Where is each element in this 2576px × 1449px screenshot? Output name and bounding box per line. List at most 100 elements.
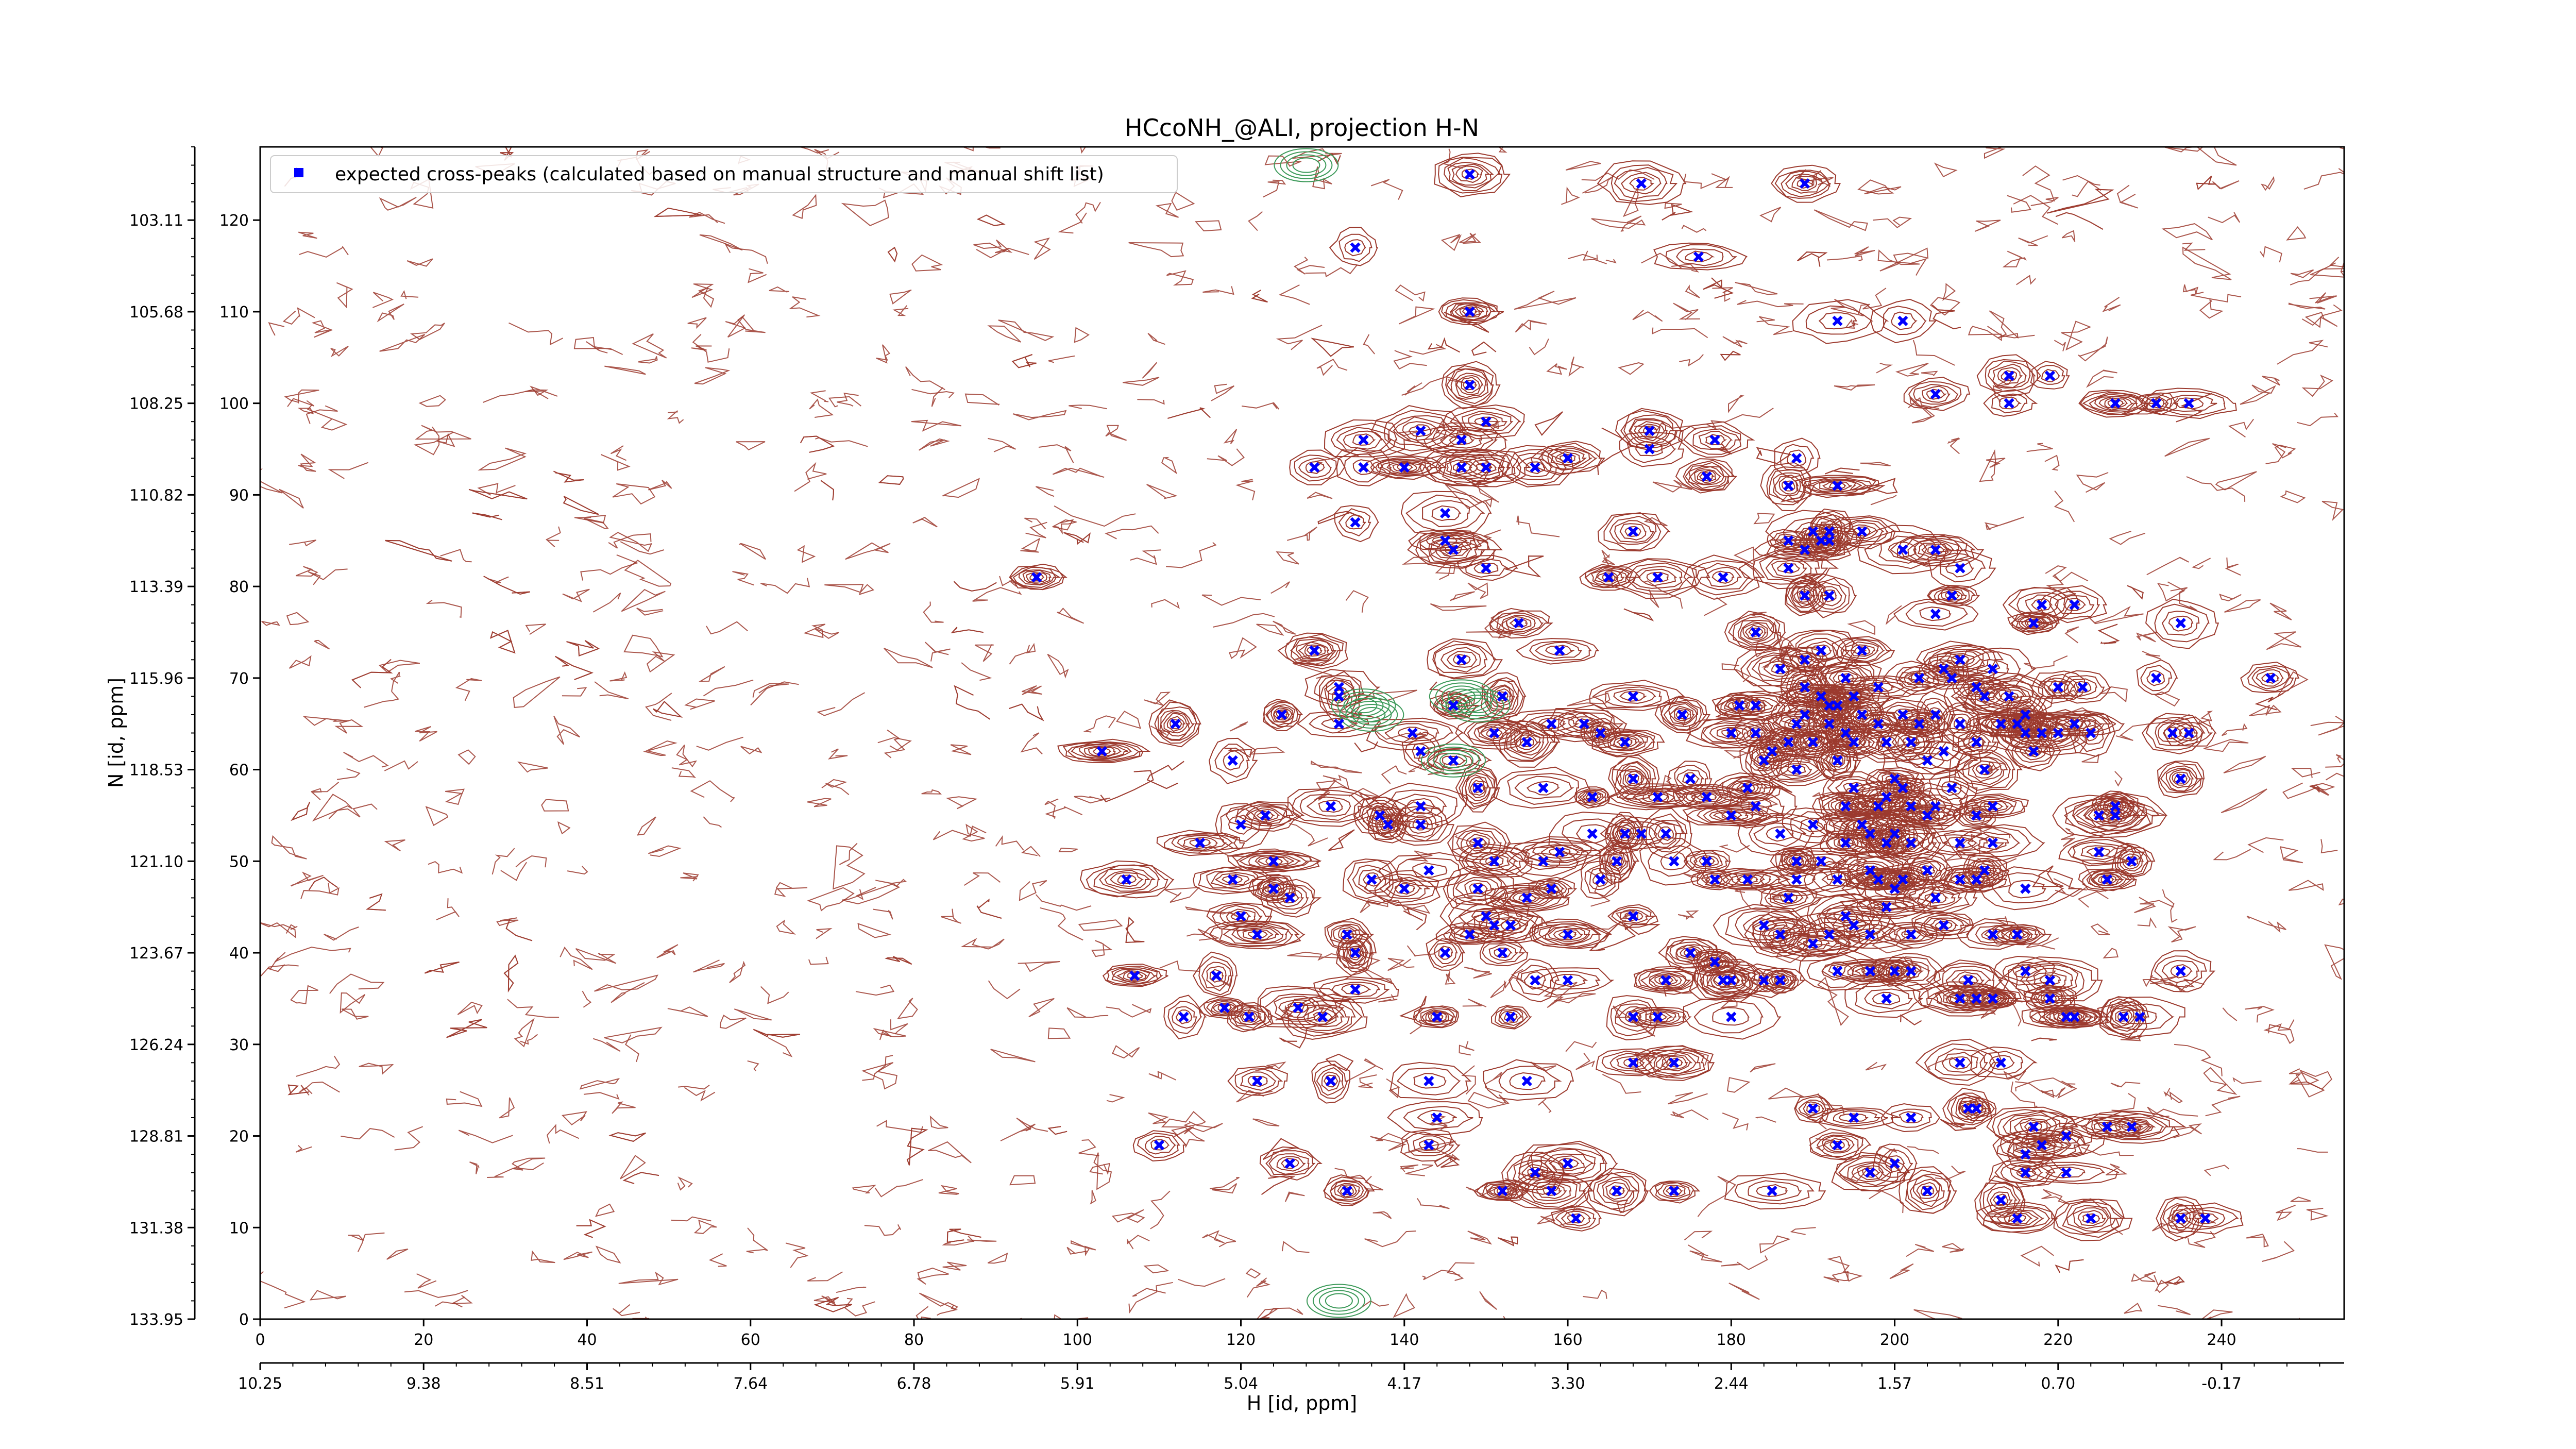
cross-peak-marker [1881, 902, 1892, 913]
peak-contour [1430, 538, 1478, 562]
peak-contour [1706, 566, 1742, 587]
peak-contour [1649, 973, 1683, 988]
cross-peak-marker [1824, 718, 1835, 729]
noise-contour [953, 581, 997, 592]
noise-contour [1858, 288, 1887, 314]
noise-contour [988, 980, 1021, 1000]
peak-contour [1592, 684, 1670, 709]
cross-peak-marker [1366, 874, 1377, 885]
x-ppm-tick-label: 3.30 [1551, 1375, 1585, 1393]
peak-contour [1347, 860, 1394, 899]
cross-peak-marker [1464, 379, 1475, 391]
noise-contour [1722, 336, 1748, 348]
cross-peak-marker [1914, 672, 1925, 683]
peak-contour [1505, 725, 1550, 760]
peak-contour [1592, 1172, 1640, 1210]
peak-contour [1526, 461, 1546, 475]
peak-contour [1896, 927, 1929, 942]
cross-peak-marker [1456, 462, 1467, 473]
noise-contour [609, 532, 653, 552]
noise-contour [620, 1155, 646, 1180]
peak-contour [1203, 998, 1244, 1017]
noise-contour [1568, 356, 1584, 377]
peak-contour [2077, 1210, 2106, 1226]
noise-contour [1314, 780, 1337, 801]
noise-contour [2290, 269, 2314, 278]
noise-contour [1753, 513, 1775, 525]
peak-contour [1625, 562, 1694, 592]
cross-peak-marker [1350, 242, 1361, 253]
cross-peak-marker [1865, 828, 1876, 839]
cross-peak-marker [1807, 819, 1819, 830]
peak-contour [2091, 1111, 2174, 1140]
noise-contour [1038, 444, 1074, 463]
noise-contour [425, 806, 449, 827]
cross-peak-marker [1660, 975, 1671, 986]
peak-contour [1584, 566, 1638, 588]
noise-contour [760, 986, 789, 1004]
peak-contour [1148, 699, 1201, 748]
noise-contour [341, 1008, 369, 1020]
peak-contour [1602, 731, 1649, 751]
noise-contour [1273, 620, 1296, 635]
cross-peak-marker [1930, 801, 1941, 812]
peak-contour [1653, 242, 1748, 271]
peak-contour [2110, 1003, 2175, 1031]
peak-contour [1986, 1106, 2078, 1149]
cross-peak-marker [1922, 810, 1933, 821]
peak-contour [1798, 1099, 1827, 1118]
peak-contour [1814, 683, 1893, 711]
cross-peak-marker [1840, 911, 1851, 922]
noise-contour [1264, 155, 1302, 167]
noise-contour [311, 320, 333, 338]
noise-contour [1164, 887, 1200, 903]
peak-contour [1239, 852, 1309, 869]
cross-peak-marker [1685, 947, 1696, 958]
peak-contour [1785, 173, 1824, 194]
x-ppm-tick-label: -0.17 [2201, 1375, 2242, 1393]
peak-contour [1939, 552, 1986, 583]
peak-contour [2094, 791, 2135, 821]
peak-contour [1167, 1001, 1202, 1034]
peak-contour [1990, 1207, 2045, 1228]
noise-contour [884, 648, 933, 668]
cross-peak-marker [1807, 526, 1819, 537]
peak-contour [1947, 989, 2007, 1007]
noise-contour [874, 1179, 923, 1198]
cross-peak-marker [1750, 801, 1761, 812]
peak-contour [1335, 929, 1377, 976]
peak-contour [2111, 843, 2156, 878]
peak-contour [1833, 1110, 1881, 1124]
noise-contour [1047, 1027, 1071, 1039]
noise-contour [879, 1029, 892, 1040]
peak-contour [1206, 869, 1265, 890]
peak-contour [1821, 1109, 1888, 1127]
cross-peak-marker [1897, 783, 1908, 794]
chart-title: HCcoNH_@ALI, projection H-N [1125, 114, 1479, 142]
negative-contour [1286, 154, 1327, 176]
peak-contour [1018, 569, 1057, 586]
noise-contour [1386, 1078, 1400, 1099]
noise-contour [2077, 891, 2109, 908]
noise-contour [268, 322, 285, 336]
noise-contour [2288, 302, 2326, 310]
peak-contour [1428, 938, 1463, 968]
peak-contour [1976, 1202, 2058, 1234]
peak-contour [1761, 921, 1802, 946]
noise-contour [1058, 212, 1087, 234]
peak-contour [1828, 668, 1865, 688]
noise-contour [1345, 590, 1369, 613]
cross-peak-marker [1448, 755, 1459, 766]
cross-peak-marker [1546, 1186, 1557, 1197]
peak-contour [1442, 448, 1531, 487]
peak-contour [1805, 305, 1874, 335]
peak-contour [1436, 696, 1469, 716]
noise-contour [785, 1242, 809, 1268]
noise-contour [963, 872, 1001, 886]
noise-contour [1530, 1061, 1556, 1071]
noise-contour [563, 496, 599, 515]
noise-contour [2055, 212, 2104, 230]
peak-contour [1917, 541, 1955, 559]
peak-contour [1421, 1009, 1455, 1025]
peak-contour [2073, 714, 2111, 752]
